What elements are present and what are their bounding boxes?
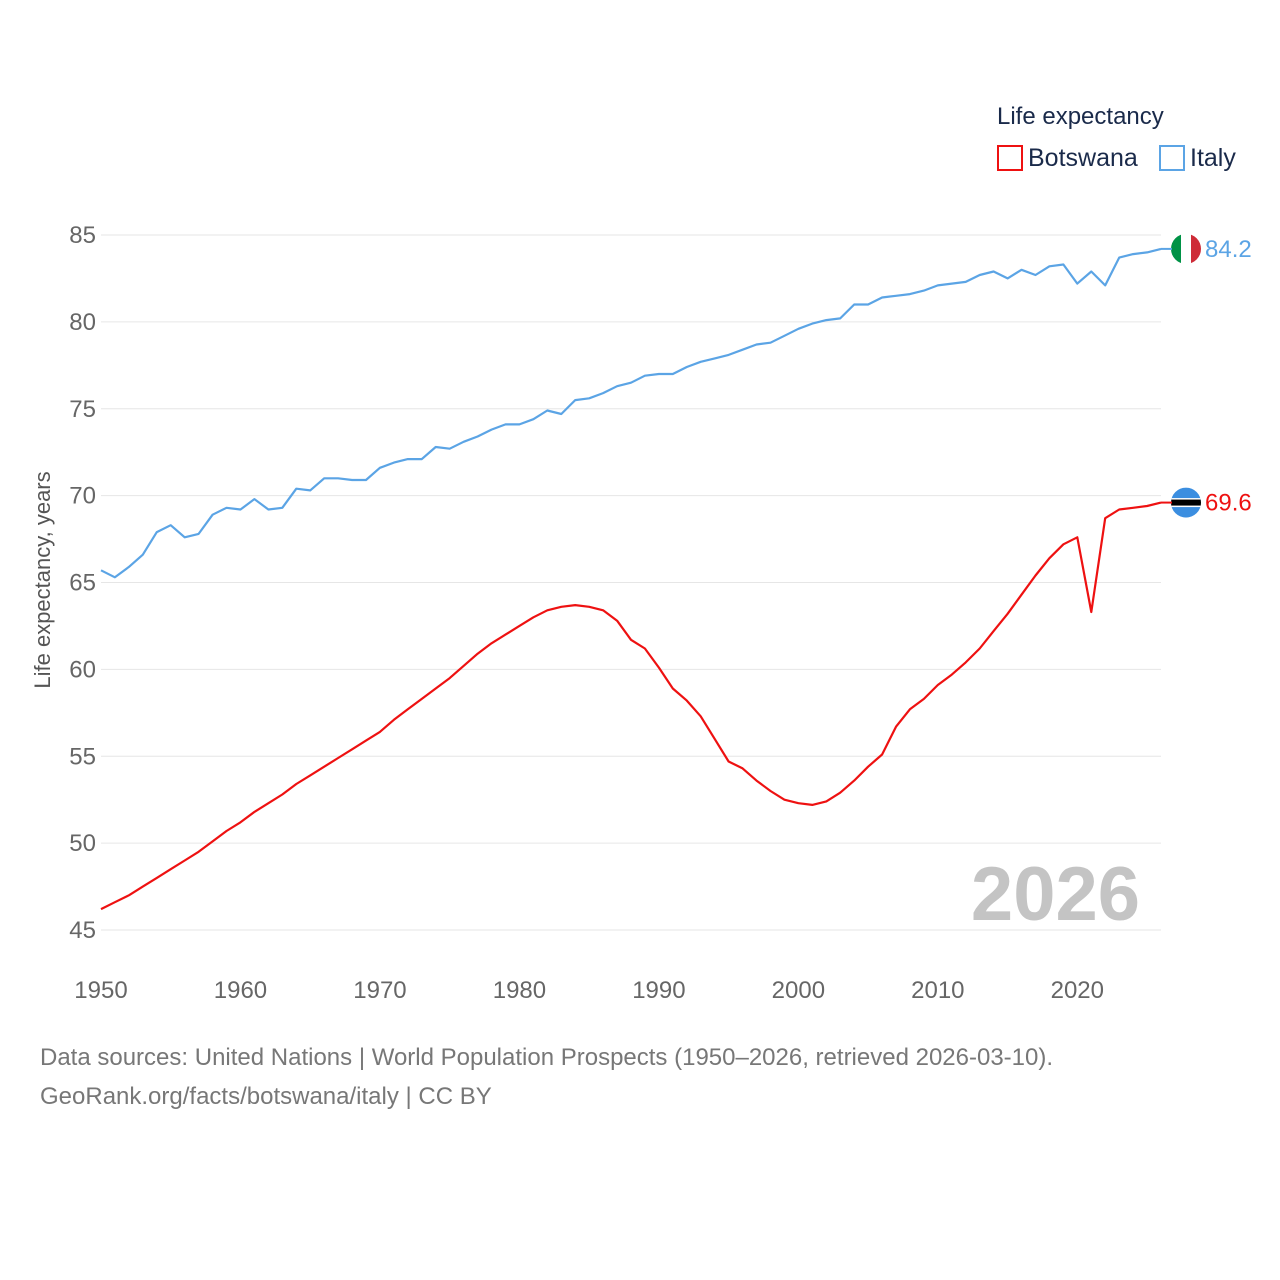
legend-item-botswana[interactable]: Botswana bbox=[997, 144, 1138, 172]
legend-swatch-italy bbox=[1159, 145, 1185, 171]
y-tick-80: 80 bbox=[69, 309, 96, 336]
x-tick-1960: 1960 bbox=[214, 977, 267, 1004]
series-lines bbox=[100, 247, 1162, 911]
botswana-flag-icon bbox=[1171, 487, 1201, 518]
italy-end-value: 84.2 bbox=[1205, 236, 1252, 263]
x-tick-1950: 1950 bbox=[74, 977, 127, 1004]
x-tick-1980: 1980 bbox=[493, 977, 546, 1004]
x-axis-ticks: 1950 1960 1970 1980 1990 2000 2010 2020 bbox=[74, 977, 1104, 1004]
legend-swatch-botswana bbox=[997, 145, 1023, 171]
year-watermark: 2026 bbox=[971, 852, 1140, 937]
gridlines bbox=[101, 234, 1161, 931]
x-tick-2020: 2020 bbox=[1051, 977, 1104, 1004]
y-axis-ticks: 45 50 55 60 65 70 75 80 85 bbox=[69, 222, 96, 944]
legend: Life expectancy Botswana Italy bbox=[997, 103, 1236, 172]
series-line-botswana[interactable] bbox=[100, 501, 1162, 911]
y-tick-75: 75 bbox=[69, 396, 96, 423]
legend-item-italy[interactable]: Italy bbox=[1159, 144, 1236, 172]
legend-title: Life expectancy bbox=[997, 103, 1164, 130]
source-url[interactable]: GeoRank.org/facts/botswana/italy | CC BY bbox=[40, 1083, 492, 1110]
y-tick-50: 50 bbox=[69, 830, 96, 857]
legend-label-botswana: Botswana bbox=[1028, 144, 1138, 172]
legend-label-italy: Italy bbox=[1190, 144, 1236, 172]
y-tick-60: 60 bbox=[69, 656, 96, 683]
y-tick-55: 55 bbox=[69, 743, 96, 770]
x-tick-2010: 2010 bbox=[911, 977, 964, 1004]
botswana-end-marker: 69.6 bbox=[1161, 487, 1252, 518]
x-tick-1990: 1990 bbox=[632, 977, 685, 1004]
botswana-end-value: 69.6 bbox=[1205, 490, 1252, 517]
life-expectancy-chart: 45 50 55 60 65 70 75 80 85 1950 1960 1970 1980 1990 2… bbox=[30, 103, 1252, 1004]
y-axis-title: Life expectancy, years bbox=[30, 471, 55, 688]
y-tick-65: 65 bbox=[69, 570, 96, 597]
italy-flag-icon bbox=[1171, 233, 1201, 264]
x-tick-2000: 2000 bbox=[772, 977, 825, 1004]
source-note: Data sources: United Nations | World Pop… bbox=[40, 1044, 1054, 1071]
y-tick-45: 45 bbox=[69, 917, 96, 944]
series-line-italy[interactable] bbox=[100, 247, 1162, 579]
y-tick-85: 85 bbox=[69, 222, 96, 249]
italy-end-marker: 84.2 bbox=[1161, 233, 1252, 264]
y-tick-70: 70 bbox=[69, 483, 96, 510]
x-tick-1970: 1970 bbox=[353, 977, 406, 1004]
